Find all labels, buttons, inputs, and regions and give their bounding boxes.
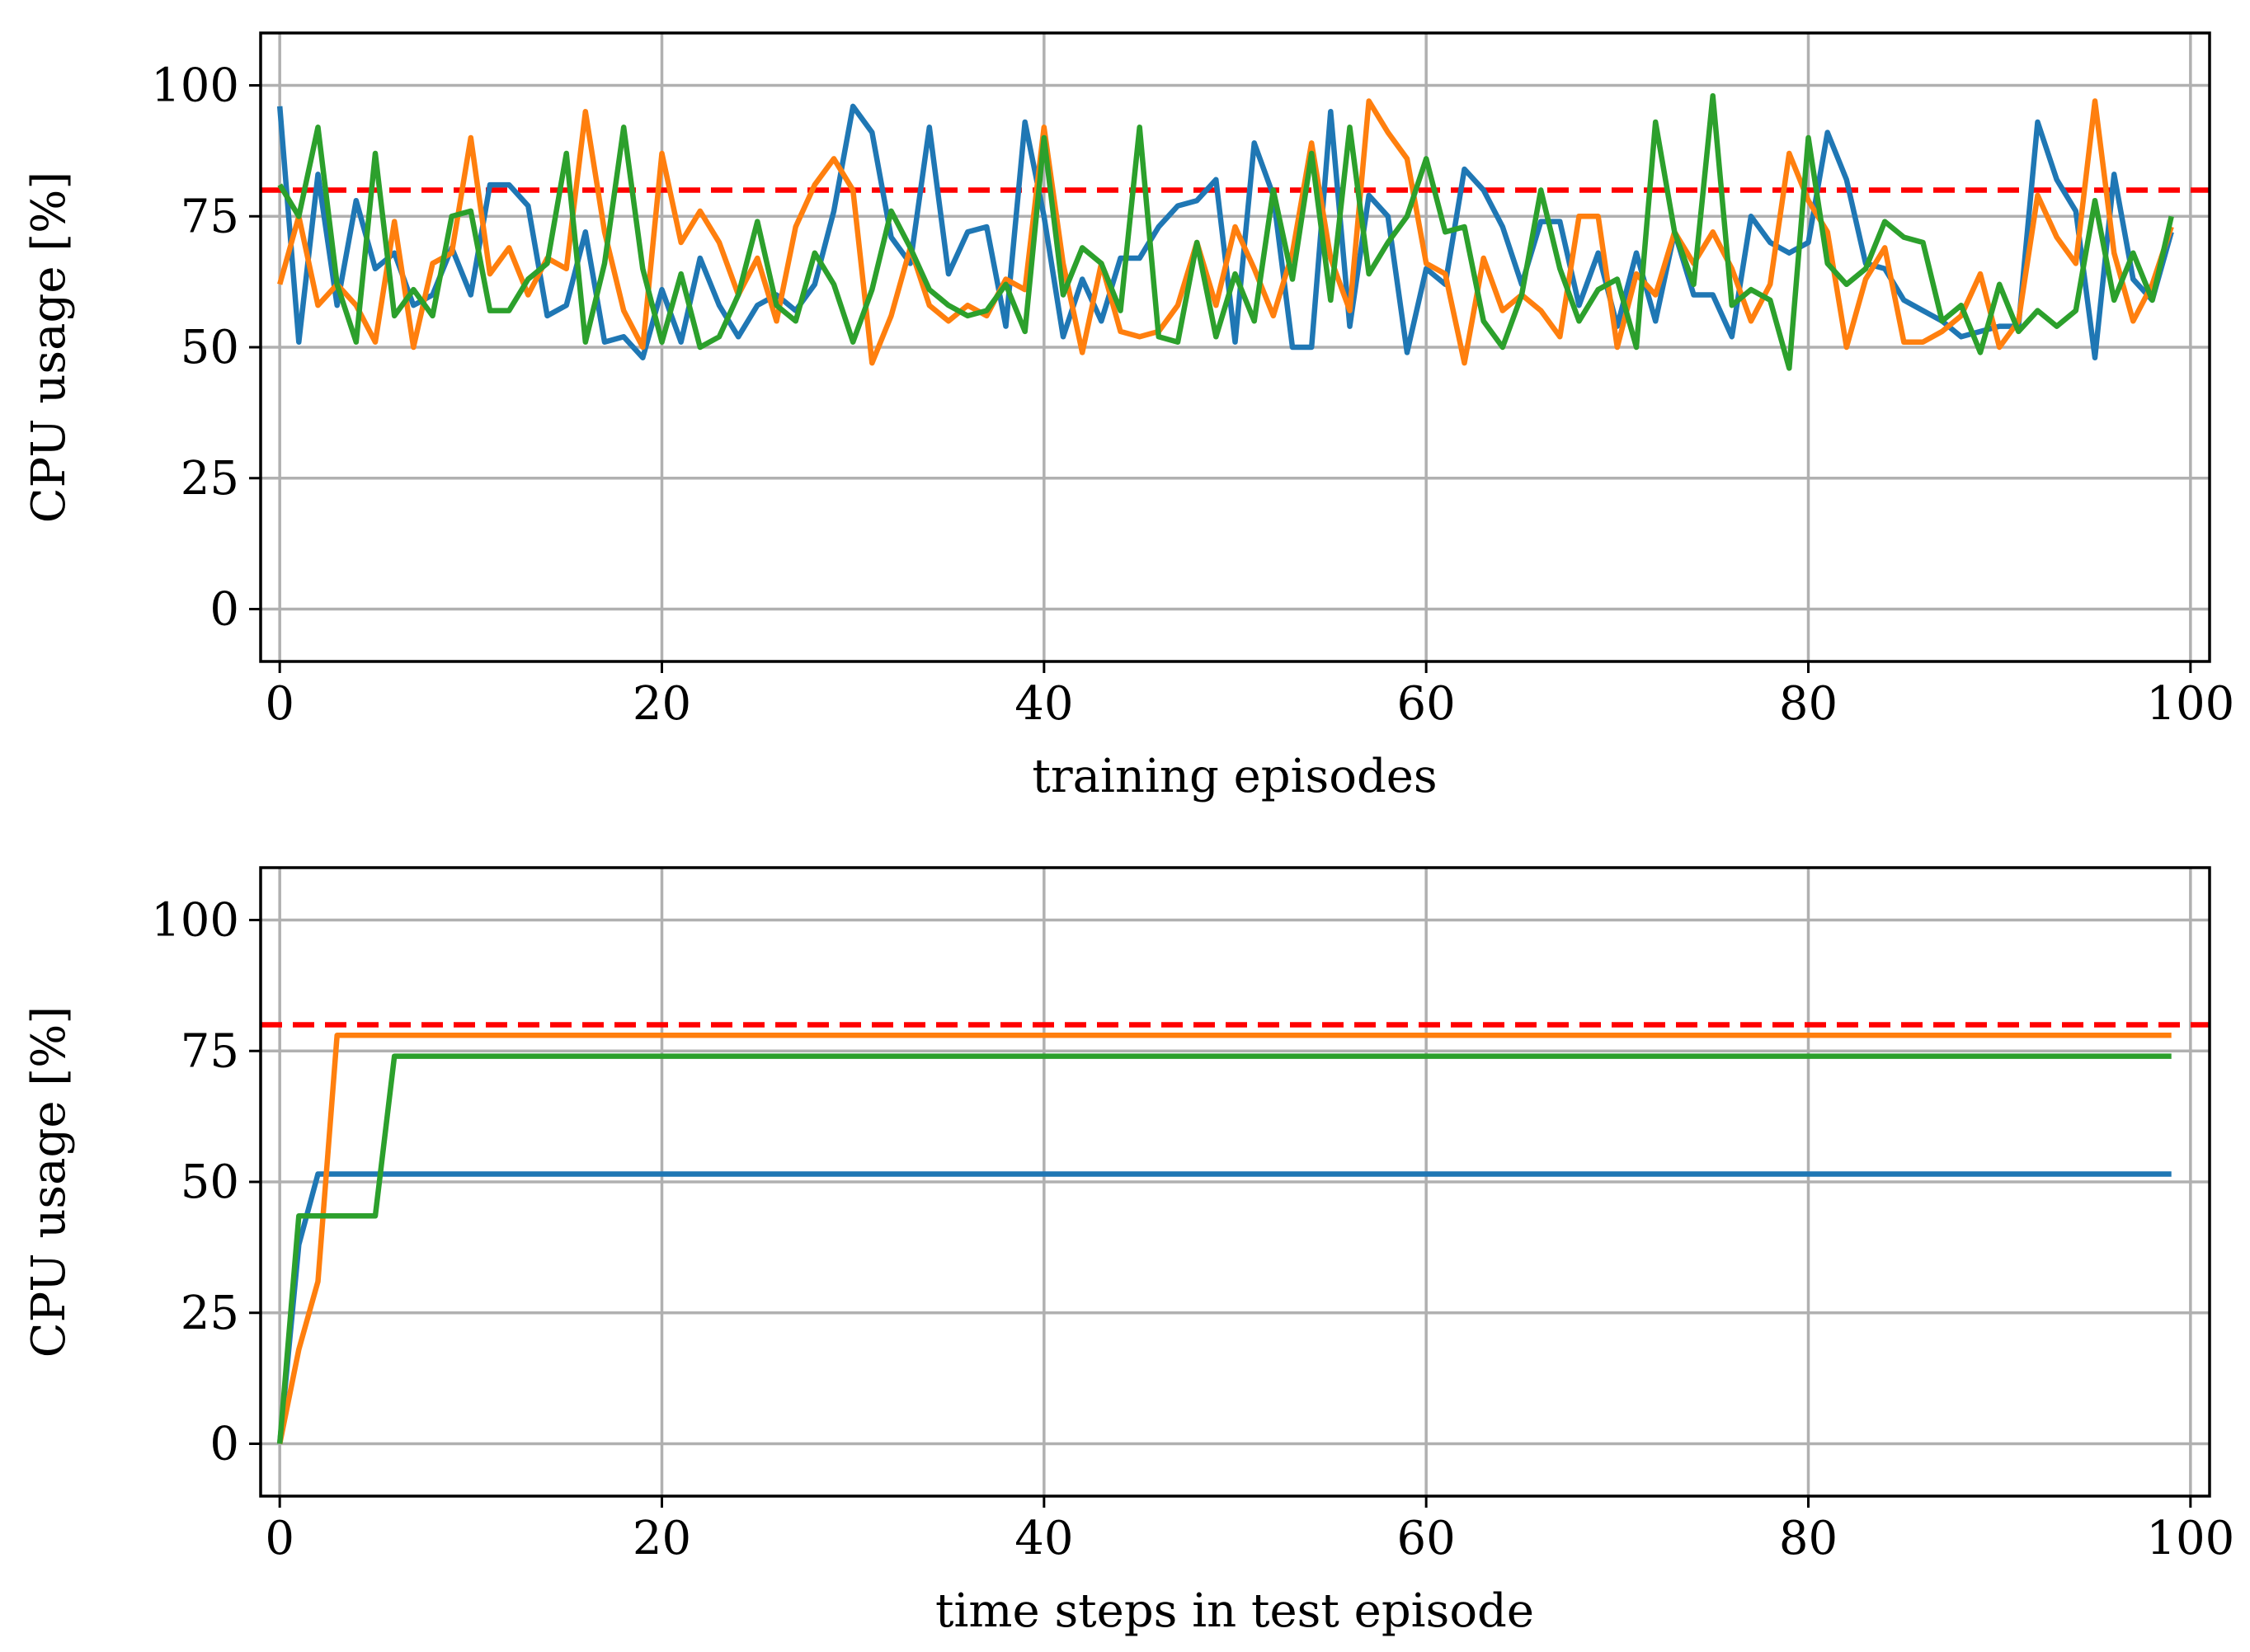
test-xtick-label: 80 — [1779, 1512, 1838, 1565]
test-chart: 0 20 40 60 80 100 0 25 50 75 100 time steps in tes… — [22, 866, 2234, 1638]
training-series-green — [277, 92, 2174, 371]
test-ytick-label: 25 — [181, 1287, 239, 1340]
test-ytick-label: 50 — [181, 1155, 239, 1209]
training-xlabel: training episodes — [1032, 750, 1437, 803]
training-ytick-label: 75 — [181, 190, 239, 243]
test-ylabel: CPU usage [%] — [22, 1006, 76, 1358]
test-ytick-label: 75 — [181, 1024, 239, 1078]
training-xtick-label: 60 — [1397, 677, 1456, 731]
test-xtick-label: 40 — [1014, 1512, 1073, 1565]
training-xtick-label: 0 — [265, 677, 294, 731]
training-xtick-label: 80 — [1779, 677, 1838, 731]
training-ylabel: CPU usage [%] — [22, 172, 76, 523]
training-series-orange — [277, 98, 2174, 366]
training-ytick-label: 25 — [181, 452, 239, 506]
training-series — [276, 92, 2174, 371]
test-xtick-label: 20 — [633, 1512, 691, 1565]
test-series — [276, 1032, 2172, 1445]
training-chart: 0 20 40 60 80 100 0 25 50 75 100 training episodes… — [22, 31, 2234, 803]
training-ytick-label: 0 — [209, 583, 239, 637]
training-xtick-label: 40 — [1014, 677, 1073, 731]
training-ticks: 0 20 40 60 80 100 0 25 50 75 100 — [151, 59, 2234, 732]
test-ytick-label: 100 — [151, 894, 239, 948]
test-xtick-label: 60 — [1397, 1512, 1456, 1565]
test-ytick-label: 0 — [209, 1418, 239, 1471]
test-xtick-label: 0 — [265, 1512, 294, 1565]
test-series-orange — [277, 1032, 2172, 1445]
test-xtick-label: 100 — [2146, 1512, 2234, 1565]
training-ytick-label: 50 — [181, 321, 239, 374]
training-xtick-label: 20 — [633, 677, 691, 731]
training-xtick-label: 100 — [2146, 677, 2234, 731]
training-ytick-label: 100 — [151, 59, 239, 113]
test-grid — [261, 868, 2210, 1496]
test-series-green — [276, 1053, 2172, 1444]
test-xlabel: time steps in test episode — [935, 1584, 1534, 1638]
test-ticks: 0 20 40 60 80 100 0 25 50 75 100 — [151, 894, 2234, 1566]
